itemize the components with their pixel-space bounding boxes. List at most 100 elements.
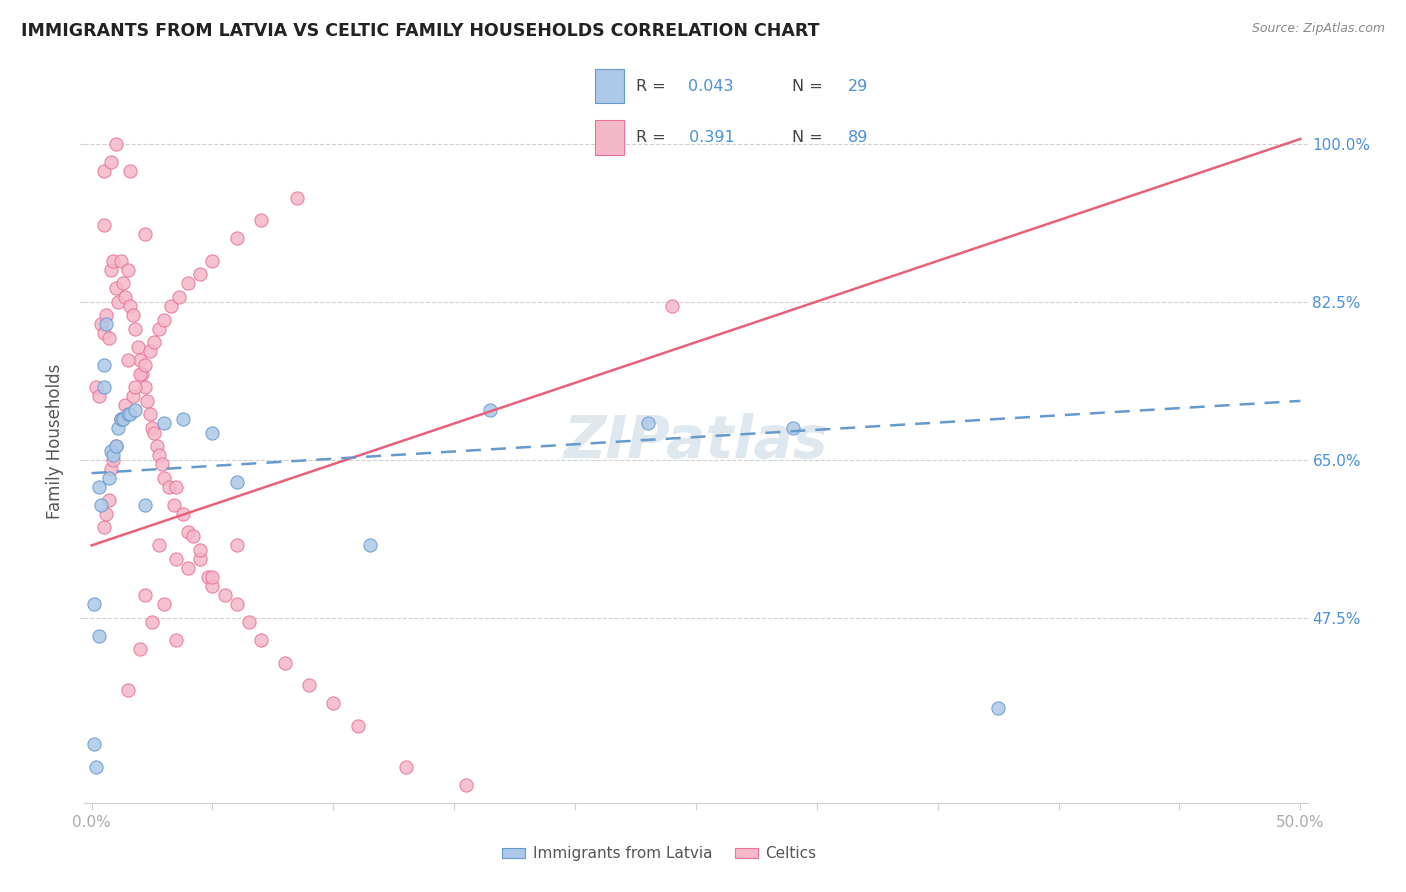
- Point: [134, 227, 156, 241]
- Point: [86, 380, 108, 394]
- Point: [112, 277, 135, 291]
- Point: [274, 656, 297, 670]
- Point: [165, 633, 187, 648]
- Point: [197, 570, 219, 584]
- Point: [143, 425, 166, 440]
- Point: [94, 507, 117, 521]
- Point: [190, 268, 212, 282]
- Point: [129, 367, 152, 381]
- Point: [153, 312, 176, 326]
- Point: [90, 317, 112, 331]
- Point: [250, 633, 273, 648]
- Point: [153, 471, 176, 485]
- Point: [129, 642, 152, 657]
- Text: N =: N =: [792, 78, 828, 94]
- Point: [456, 778, 478, 792]
- Point: [93, 380, 115, 394]
- Point: [124, 403, 146, 417]
- Point: [782, 421, 804, 435]
- Text: ZIPatlas: ZIPatlas: [564, 413, 828, 470]
- Point: [359, 538, 381, 552]
- Point: [120, 408, 142, 422]
- Point: [181, 529, 204, 543]
- Point: [97, 471, 120, 485]
- Point: [90, 498, 112, 512]
- Point: [141, 421, 163, 435]
- Point: [146, 439, 169, 453]
- Point: [114, 399, 136, 413]
- Point: [93, 358, 115, 372]
- Point: [86, 760, 108, 774]
- Point: [100, 443, 122, 458]
- Point: [225, 538, 247, 552]
- Point: [138, 408, 160, 422]
- Point: [143, 335, 166, 350]
- Text: Source: ZipAtlas.com: Source: ZipAtlas.com: [1251, 22, 1385, 36]
- Point: [225, 475, 247, 490]
- Point: [150, 457, 173, 471]
- Point: [225, 231, 247, 245]
- Point: [298, 678, 321, 692]
- Point: [225, 597, 247, 611]
- Point: [103, 448, 125, 462]
- Point: [87, 480, 110, 494]
- Point: [120, 299, 142, 313]
- Point: [87, 629, 110, 643]
- Point: [112, 412, 135, 426]
- Point: [104, 439, 127, 453]
- Point: [107, 294, 129, 309]
- Point: [124, 380, 146, 394]
- Point: [138, 344, 160, 359]
- Point: [117, 408, 139, 422]
- Point: [134, 498, 156, 512]
- Text: R =: R =: [636, 78, 671, 94]
- Point: [987, 701, 1010, 715]
- Point: [285, 191, 308, 205]
- Point: [201, 425, 224, 440]
- Point: [479, 403, 502, 417]
- Point: [346, 719, 368, 733]
- Text: 0.391: 0.391: [685, 130, 735, 145]
- Bar: [595, 120, 624, 155]
- Point: [121, 308, 143, 322]
- Point: [167, 290, 190, 304]
- Point: [93, 520, 115, 534]
- Point: [153, 597, 176, 611]
- Point: [201, 253, 224, 268]
- Text: 29: 29: [848, 78, 869, 94]
- Text: 89: 89: [848, 130, 869, 145]
- Point: [238, 615, 260, 630]
- Point: [148, 448, 170, 462]
- Point: [637, 417, 659, 431]
- Point: [100, 461, 122, 475]
- Point: [134, 588, 156, 602]
- Point: [160, 299, 183, 313]
- Point: [148, 321, 170, 335]
- Point: [94, 308, 117, 322]
- Point: [110, 412, 132, 426]
- Point: [163, 498, 186, 512]
- Point: [190, 542, 212, 557]
- Point: [214, 588, 236, 602]
- Point: [172, 507, 194, 521]
- Point: [100, 154, 122, 169]
- Point: [134, 358, 156, 372]
- Point: [121, 389, 143, 403]
- Point: [127, 340, 149, 354]
- Point: [104, 136, 127, 151]
- Point: [201, 570, 224, 584]
- Point: [322, 697, 344, 711]
- Point: [177, 277, 200, 291]
- Text: 0.043: 0.043: [688, 78, 734, 94]
- Point: [104, 281, 127, 295]
- Point: [87, 389, 110, 403]
- Text: N =: N =: [792, 130, 828, 145]
- Point: [172, 412, 194, 426]
- Point: [104, 439, 127, 453]
- Point: [100, 263, 122, 277]
- Point: [661, 299, 683, 313]
- Point: [124, 321, 146, 335]
- Point: [103, 452, 125, 467]
- Point: [516, 805, 538, 819]
- Point: [93, 218, 115, 232]
